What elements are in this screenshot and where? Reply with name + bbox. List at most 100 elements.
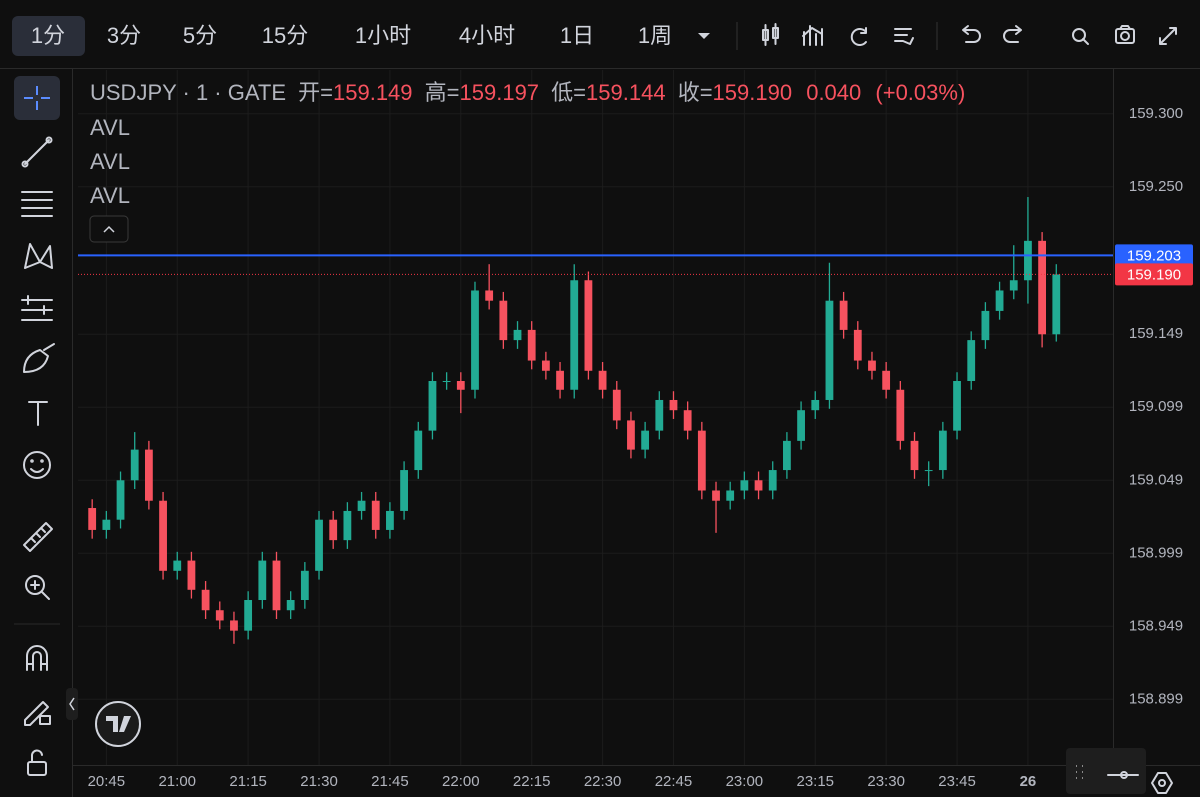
collapse-legend-arrow [103,225,115,233]
indicator[interactable]: AVL [90,149,130,174]
candle-body [187,560,196,590]
candle-body [286,600,295,611]
timeframe[interactable]: 4小时 [459,23,515,48]
selected-tool[interactable] [14,76,60,120]
indicator[interactable]: AVL [90,183,130,208]
template-icon[interactable] [894,28,914,45]
y-tick-label: 159.099 [1129,398,1183,415]
timeframe[interactable]: 3分 [107,23,141,48]
candle-body [456,380,465,390]
candle-body [230,620,238,631]
ruler-icon[interactable] [23,522,53,552]
candle-body [967,340,976,381]
prediction-icon[interactable] [21,295,53,321]
candle-body [414,430,423,471]
candle-body [853,329,862,361]
change: 0.040 [806,80,861,105]
pattern-icon[interactable] [24,243,53,269]
candle-body [669,399,678,411]
x-tick-label: 23:30 [867,773,905,790]
x-tick-label: 23:15 [796,773,834,790]
candle-body [88,508,97,530]
fib-icon[interactable] [21,191,53,217]
timeframe[interactable]: 1小时 [355,23,411,48]
timeframe[interactable]: 15分 [262,23,308,48]
settings-icon[interactable] [1151,772,1173,794]
zoom-icon[interactable] [25,575,50,600]
candle-body [570,280,579,390]
candle-body [655,399,664,431]
timeframe[interactable]: 5分 [183,23,217,48]
candle-body [215,610,224,621]
candle-body [173,560,182,571]
lock-draw-icon[interactable] [24,701,51,726]
candle-body [130,449,139,481]
x-tick-label: 23:00 [726,773,764,790]
tradingview-logo [95,701,141,747]
candle-body [754,480,763,491]
chart-type-icon[interactable] [762,23,779,46]
camera-icon[interactable] [1115,25,1135,44]
redo-icon[interactable] [1003,25,1022,43]
low-value: 159.144 [586,80,666,105]
replay-icon[interactable] [850,27,867,46]
candle-body [882,370,891,390]
collapse-legend[interactable] [89,215,129,243]
candle-body [386,510,394,530]
candle-body [258,560,267,601]
candle-body [825,300,834,400]
x-tick-label: 22:00 [442,773,480,790]
high-value: 159.197 [460,80,540,105]
text-icon[interactable] [28,401,48,426]
brush-icon[interactable] [23,343,55,373]
search-icon[interactable] [1072,28,1089,45]
collapse-arrow [69,697,75,711]
collapse-handle[interactable] [66,688,78,720]
x-tick-label: 22:30 [584,773,622,790]
candle-body [371,500,380,530]
emoji-icon[interactable] [23,451,51,479]
candle-body [712,490,720,501]
x-tick-label: 21:15 [229,773,267,790]
unlock-icon[interactable] [27,749,47,776]
price-tag [1115,244,1193,267]
candle-body [726,490,735,501]
open-value: 159.149 [333,80,413,105]
x-tick-label: 23:45 [938,773,976,790]
candle-body [797,410,805,441]
range-icon[interactable] [1107,771,1139,779]
axis-controls[interactable] [1066,748,1146,794]
candle-body [910,440,919,471]
y-tick-label: 159.250 [1129,178,1183,195]
candle-body [924,470,933,472]
candle-body [485,290,494,301]
candle-body [683,410,692,431]
indicator[interactable]: AVL [90,115,130,140]
candle-body [740,480,749,491]
undo-icon[interactable] [962,25,981,43]
candle-body [896,389,905,441]
plot-area [78,70,1113,765]
symbol: USDJPY · 1 · GATE [90,80,286,105]
candle-body [272,560,281,611]
timeframe[interactable]: 1周 [638,23,672,48]
timeframe[interactable]: 1分 [31,23,65,48]
magnet-icon[interactable] [26,645,48,671]
fullscreen-icon[interactable] [1159,27,1177,45]
y-tick-label: 158.899 [1129,690,1183,707]
indicators-icon[interactable] [802,25,823,46]
x-tick-label: 21:30 [300,773,338,790]
candle-body [428,380,437,431]
candle-body [697,430,706,491]
candle-body [1024,240,1032,281]
selected-timeframe[interactable] [12,16,85,56]
price-tag [1115,263,1193,286]
timeframe[interactable]: 1日 [560,23,594,48]
dropdown-arrow[interactable] [698,33,710,39]
candle-body [343,510,352,541]
trendline-icon[interactable] [21,136,53,168]
crosshair-icon[interactable] [24,86,50,110]
low-label: 低= [551,80,586,105]
candle-body [513,329,522,341]
